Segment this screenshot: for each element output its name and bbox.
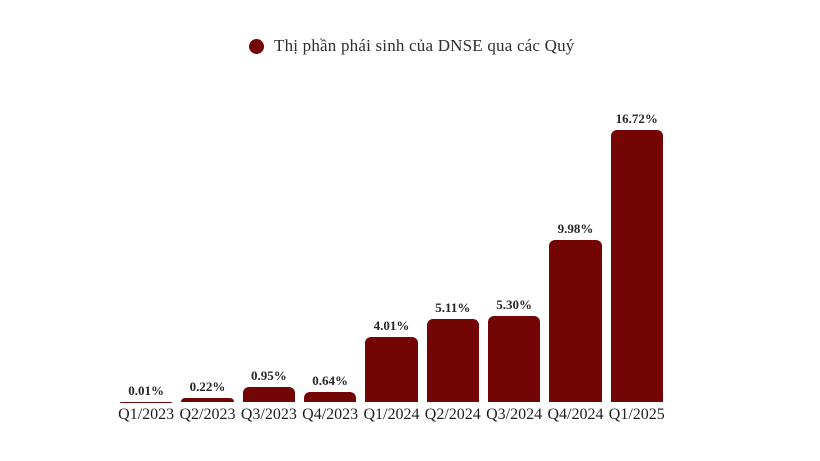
bar-group: 9.98% Q4/2024 bbox=[547, 220, 603, 423]
bar-x-label: Q2/2023 bbox=[179, 406, 236, 423]
bar-x-label: Q1/2023 bbox=[118, 406, 175, 423]
bar-value-label: 0.01% bbox=[128, 382, 165, 398]
bar-group: 16.72% Q1/2025 bbox=[609, 111, 665, 423]
bar-value-label: 5.30% bbox=[496, 296, 532, 312]
bar bbox=[120, 401, 173, 402]
bar bbox=[487, 315, 541, 402]
bar-value-label: 9.98% bbox=[557, 220, 594, 236]
bar-x-label: Q1/2025 bbox=[608, 406, 665, 423]
chart-legend: Thị phần phái sinh của DNSE qua các Quý bbox=[249, 36, 575, 56]
chart-title: Thị phần phái sinh của DNSE qua các Quý bbox=[274, 36, 575, 55]
bar-group: 4.01% Q1/2024 bbox=[363, 317, 419, 423]
bar-value-label: 0.22% bbox=[189, 379, 226, 395]
bar-value-label: 16.72% bbox=[615, 111, 658, 126]
bar-x-label: Q2/2024 bbox=[424, 406, 481, 423]
bar-chart-plot: 0.01% Q1/2023 0.22% Q2/2023 0.95% Q3/2023 0.64… bbox=[118, 0, 665, 424]
bar-value-label: 0.64% bbox=[312, 372, 349, 388]
bar bbox=[303, 391, 357, 402]
bar-group: 0.22% Q2/2023 bbox=[179, 379, 235, 423]
bar-group: 5.30% Q3/2024 bbox=[486, 296, 542, 423]
bar-value-label: 0.95% bbox=[250, 367, 287, 383]
bar-x-label: Q4/2023 bbox=[302, 406, 359, 423]
bar bbox=[242, 386, 295, 402]
bar-group: 0.01% Q1/2023 bbox=[118, 382, 174, 424]
bar-group: 5.11% Q2/2024 bbox=[425, 299, 481, 423]
bar bbox=[549, 239, 602, 402]
legend-marker-icon bbox=[249, 38, 264, 54]
bar bbox=[426, 318, 479, 402]
bar-x-label: Q3/2023 bbox=[240, 406, 297, 423]
bar-x-label: Q3/2024 bbox=[486, 406, 543, 423]
bar bbox=[181, 398, 234, 402]
bar bbox=[610, 130, 663, 402]
bar-value-label: 5.11% bbox=[435, 299, 471, 315]
bar-value-label: 4.01% bbox=[373, 317, 410, 333]
bar-x-label: Q1/2024 bbox=[363, 406, 420, 423]
bar-group: 0.64% Q4/2023 bbox=[302, 372, 358, 423]
bar-x-label: Q4/2024 bbox=[547, 406, 604, 423]
bar bbox=[365, 336, 418, 402]
bar-group: 0.95% Q3/2023 bbox=[241, 367, 297, 423]
